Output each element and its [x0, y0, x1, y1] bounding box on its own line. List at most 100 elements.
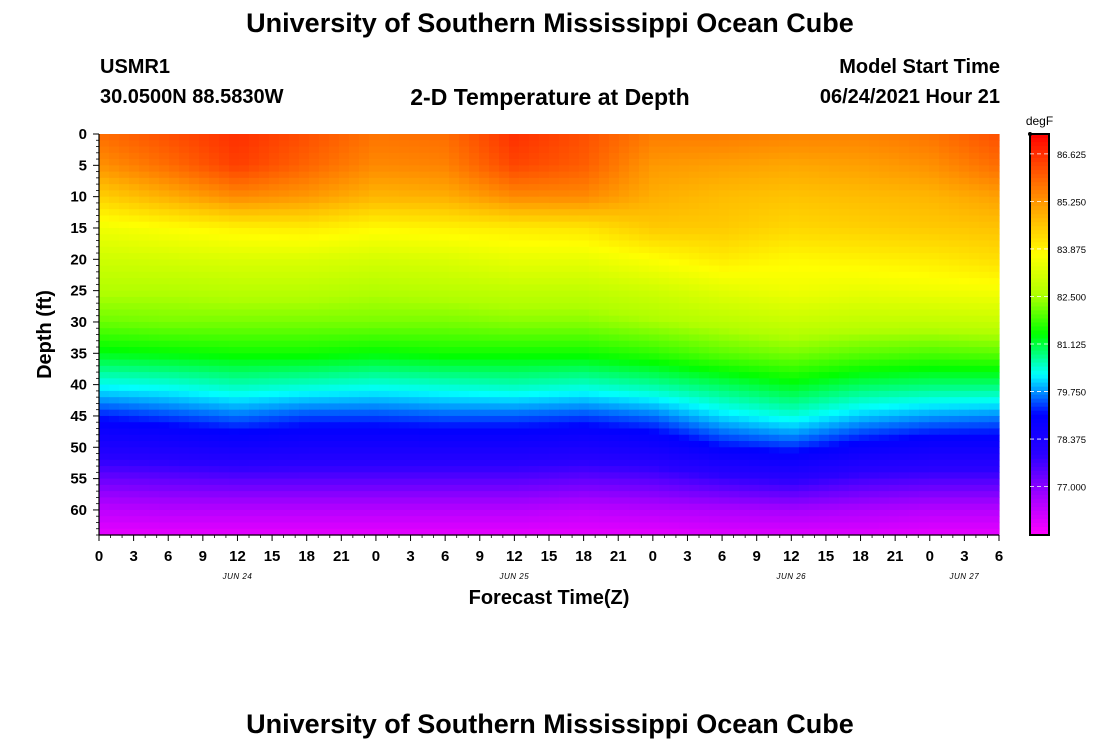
heatmap-cell [339, 434, 350, 442]
heatmap-cell [249, 428, 260, 436]
heatmap-cell [189, 184, 200, 191]
heatmap-cell [129, 378, 140, 386]
heatmap-cell [629, 340, 640, 348]
heatmap-cell [119, 459, 130, 467]
heatmap-cell [969, 428, 980, 436]
heatmap-cell [459, 459, 470, 467]
heatmap-cell [519, 165, 530, 173]
heatmap-cell [269, 365, 280, 373]
heatmap-cell [699, 227, 710, 235]
heatmap-cell [939, 271, 950, 279]
heatmap-cell [359, 478, 370, 486]
heatmap-cell [149, 390, 160, 398]
heatmap-cell [119, 290, 130, 298]
heatmap-cell [749, 459, 760, 467]
station-id: USMR1 [100, 56, 171, 78]
heatmap-cell [919, 347, 930, 354]
heatmap-cell [289, 177, 300, 185]
heatmap-cell [789, 359, 800, 367]
heatmap-cell [759, 184, 770, 191]
heatmap-cell [149, 177, 160, 185]
heatmap-cell [299, 353, 310, 361]
heatmap-cell [909, 303, 920, 311]
heatmap-cell [349, 296, 360, 304]
heatmap-cell [989, 209, 1000, 217]
heatmap-cell [139, 177, 150, 185]
heatmap-cell [729, 265, 740, 273]
heatmap-cell [609, 140, 620, 148]
heatmap-cell [749, 284, 760, 292]
heatmap-cell [949, 146, 960, 154]
heatmap-cell [399, 434, 410, 442]
heatmap-cell [309, 466, 320, 473]
heatmap-cell [989, 447, 1000, 455]
heatmap-cell [489, 459, 500, 467]
heatmap-cell [279, 441, 290, 448]
heatmap-cell [829, 190, 840, 198]
heatmap-cell [499, 459, 510, 467]
heatmap-cell [209, 422, 220, 430]
heatmap-cell [989, 177, 1000, 185]
heatmap-cell [959, 190, 970, 198]
heatmap-cell [239, 478, 250, 486]
heatmap-cell [459, 209, 470, 217]
heatmap-cell [649, 453, 660, 461]
heatmap-cell [379, 159, 390, 166]
heatmap-cell [299, 177, 310, 185]
heatmap-cell [289, 134, 300, 141]
heatmap-cell [269, 271, 280, 279]
heatmap-cell [179, 190, 190, 198]
heatmap-cell [879, 290, 890, 298]
heatmap-cell [509, 177, 520, 185]
heatmap-cell [209, 177, 220, 185]
heatmap-cell [899, 253, 910, 260]
heatmap-cell [119, 434, 130, 442]
heatmap-cell [829, 372, 840, 379]
heatmap-cell [489, 246, 500, 254]
heatmap-cell [449, 384, 460, 392]
heatmap-cell [779, 384, 790, 392]
heatmap-cell [99, 265, 110, 273]
heatmap-cell [219, 159, 230, 166]
heatmap-cell [889, 134, 900, 141]
heatmap-cell [889, 159, 900, 166]
heatmap-cell [489, 328, 500, 336]
heatmap-cell [619, 303, 630, 311]
heatmap-cell [779, 372, 790, 379]
heatmap-cell [849, 171, 860, 179]
heatmap-cell [939, 284, 950, 292]
heatmap-cell [269, 253, 280, 260]
heatmap-cell [949, 184, 960, 191]
heatmap-cell [929, 259, 940, 267]
heatmap-cell [269, 227, 280, 235]
heatmap-cell [789, 152, 800, 160]
heatmap-cell [169, 215, 180, 223]
heatmap-cell [169, 472, 180, 480]
heatmap-cell [579, 152, 590, 160]
heatmap-cell [909, 353, 920, 361]
heatmap-cell [99, 478, 110, 486]
heatmap-cell [509, 428, 520, 436]
heatmap-cell [689, 234, 700, 242]
heatmap-cell [479, 453, 490, 461]
heatmap-cell [129, 296, 140, 304]
heatmap-cell [289, 296, 300, 304]
heatmap-cell [949, 134, 960, 141]
heatmap-cell [109, 422, 120, 430]
heatmap-cell [619, 227, 630, 235]
heatmap-cell [209, 334, 220, 342]
heatmap-cell [569, 472, 580, 480]
heatmap-cell [639, 315, 650, 323]
heatmap-cell [699, 165, 710, 173]
heatmap-cell [369, 434, 380, 442]
heatmap-cell [879, 215, 890, 223]
heatmap-cell [559, 309, 570, 317]
heatmap-cell [949, 403, 960, 411]
heatmap-cell [559, 196, 570, 204]
heatmap-cell [259, 284, 270, 292]
heatmap-cell [719, 334, 730, 342]
heatmap-cell [959, 134, 970, 141]
heatmap-cell [779, 171, 790, 179]
heatmap-cell [409, 372, 420, 379]
heatmap-cell [509, 165, 520, 173]
